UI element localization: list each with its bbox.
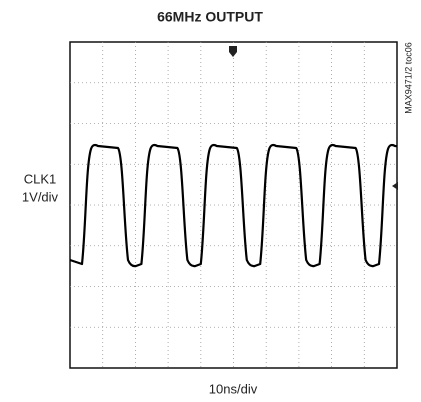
scope-figure: 66MHz OUTPUT CLK1 1V/div 10ns/div MAX947… bbox=[0, 0, 421, 402]
channel-scale: 1V/div bbox=[22, 189, 59, 204]
figure-id: MAX9471/2 toc06 bbox=[403, 42, 413, 114]
channel-name: CLK1 bbox=[24, 171, 57, 186]
title: 66MHz OUTPUT bbox=[157, 9, 263, 25]
time-scale: 10ns/div bbox=[209, 381, 258, 396]
